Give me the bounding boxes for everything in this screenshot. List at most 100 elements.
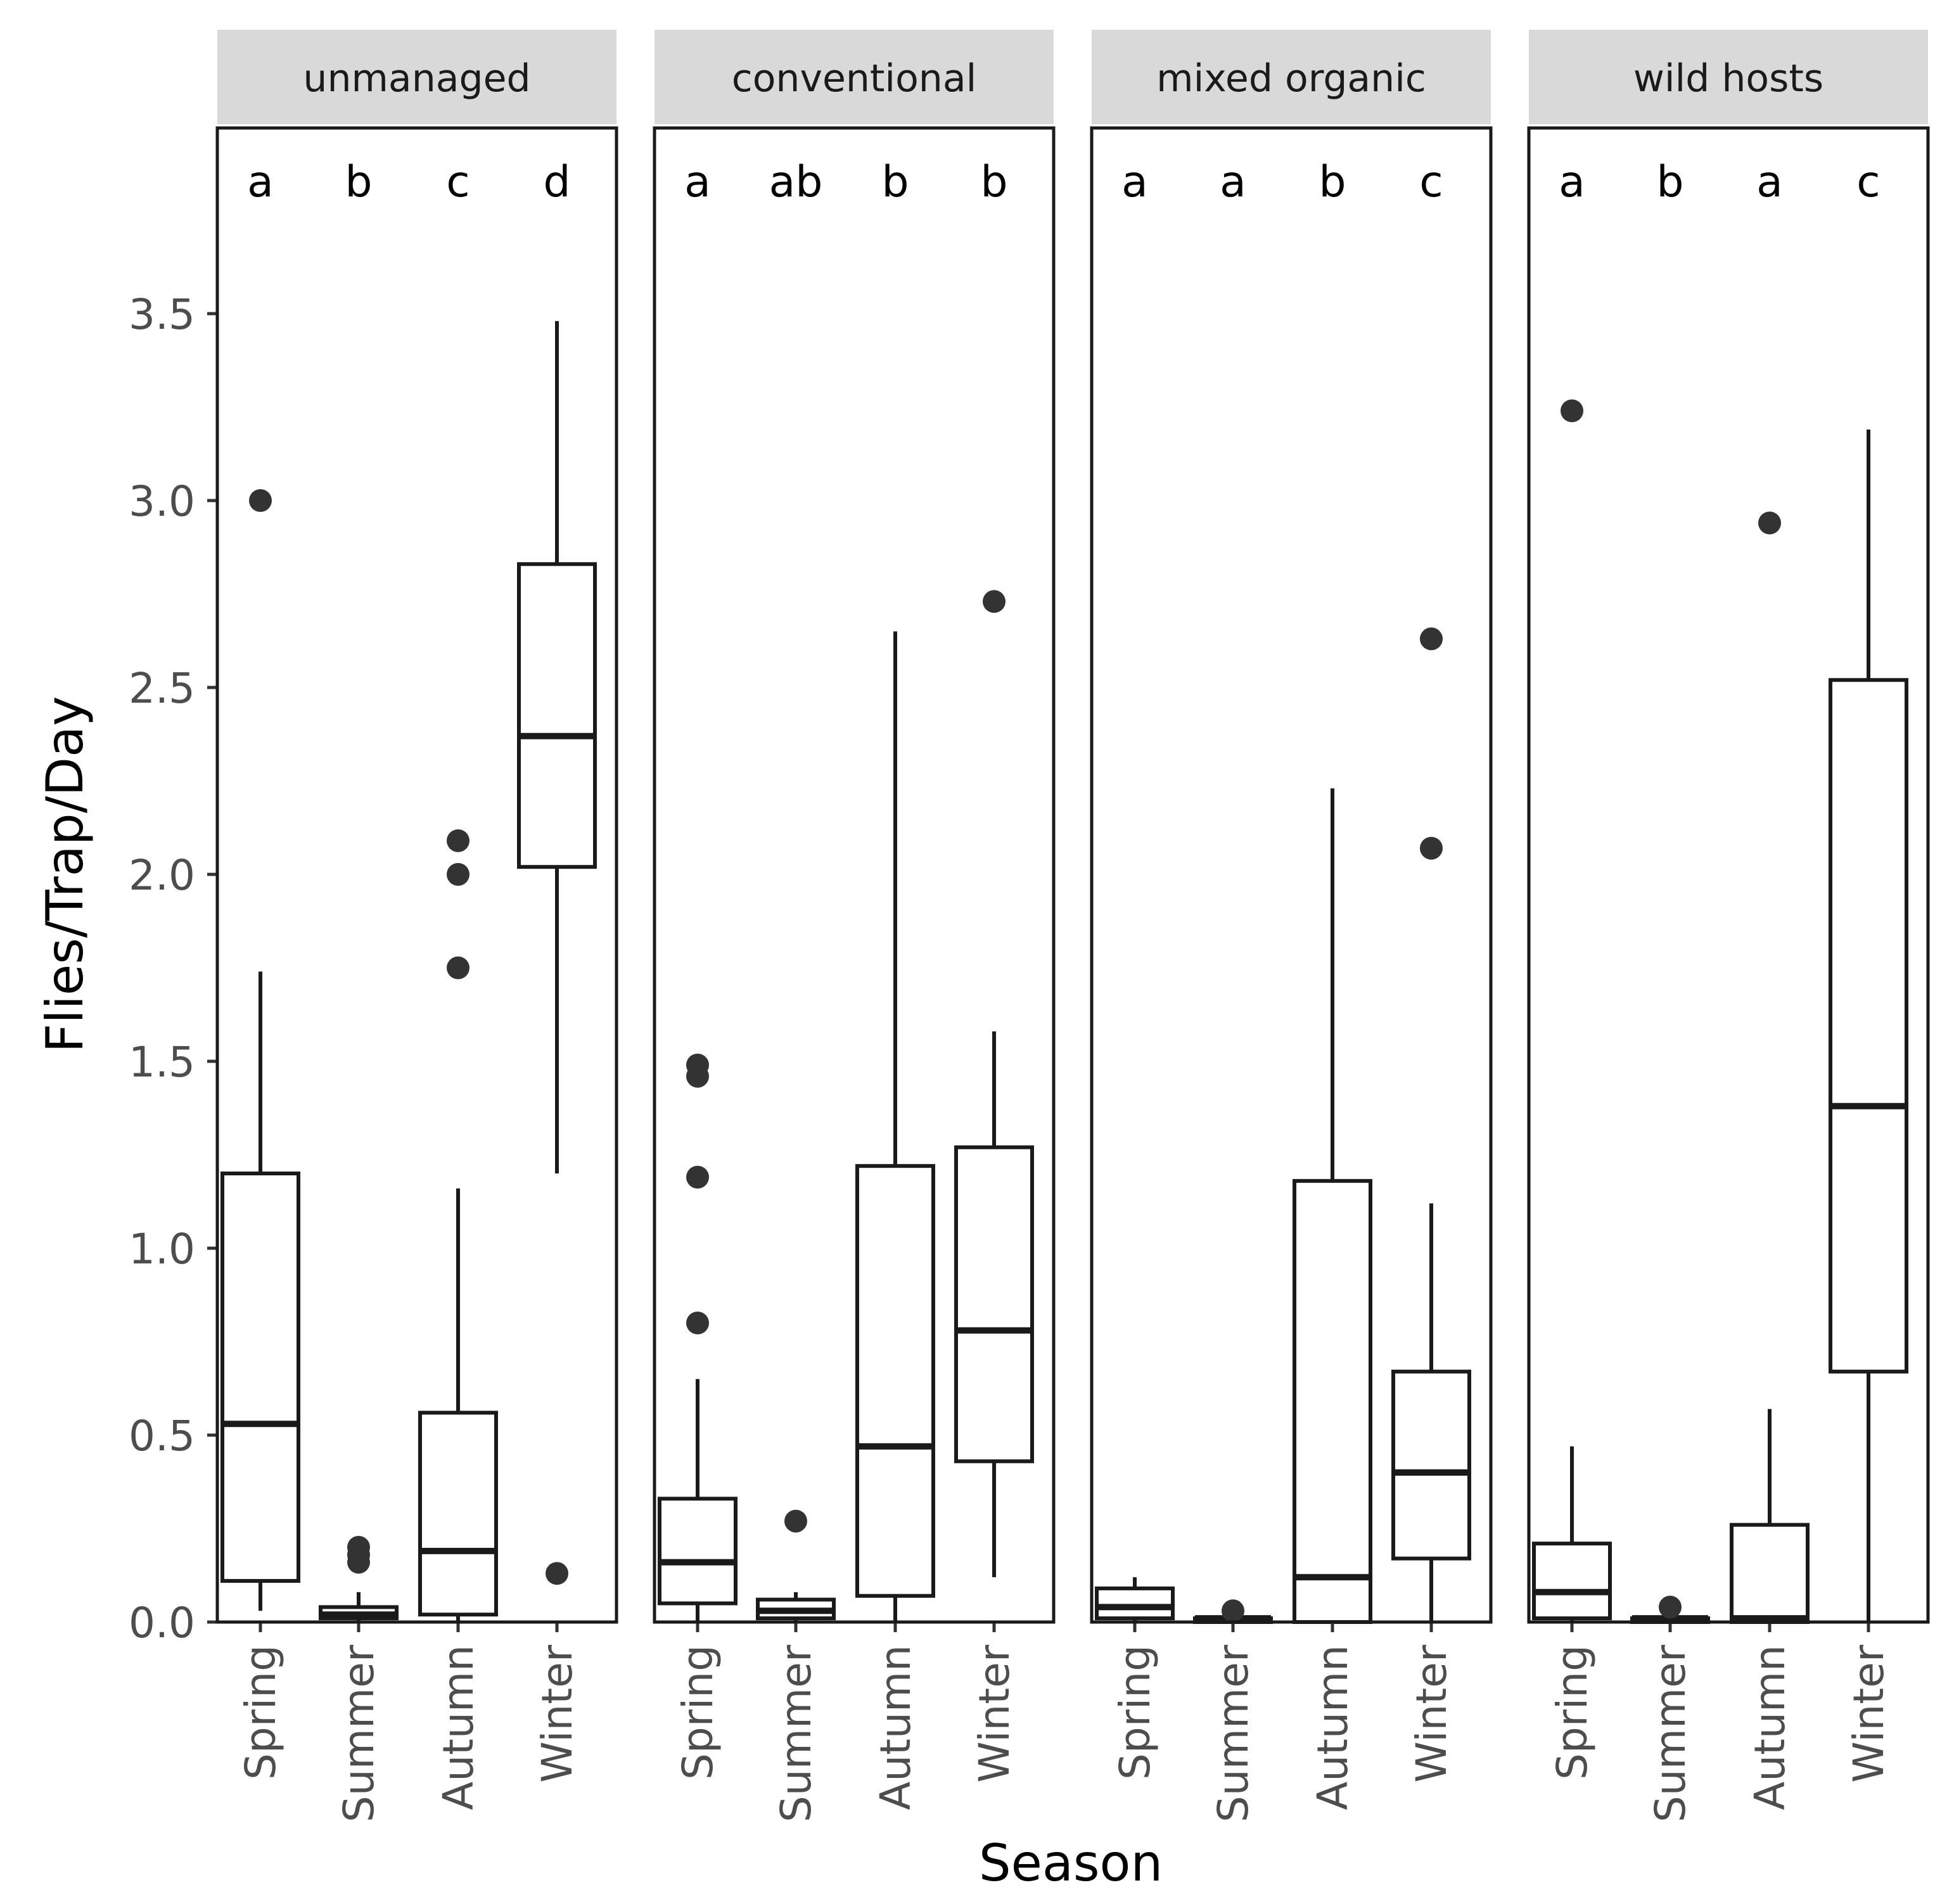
panel-border [215,126,618,1624]
facet-strip-label: wild hosts [1633,56,1823,101]
x-tick-label: Spring [1111,1645,1159,1780]
significance-letter: a [247,157,274,207]
significance-letter: b [881,157,909,207]
box-autumn [855,631,935,1622]
x-tick-label: Winter [970,1644,1019,1782]
box-iqr [220,1172,300,1583]
y-tick-label: 0.0 [129,1599,195,1647]
box-iqr [1391,1369,1471,1561]
y-tick-label: 2.5 [129,664,195,713]
facet-panel: unmanaged a Spring b Summer c Autumn d Winter [215,30,618,1822]
significance-letter: c [1856,157,1880,207]
x-tick-label: Winter [533,1644,582,1782]
outlier-point [447,956,469,980]
outlier-point [447,829,469,852]
outlier-point [784,1509,807,1533]
x-tick-label: Summer [1646,1644,1695,1822]
box-spring [1095,1577,1175,1622]
outlier-point [447,863,469,886]
facet-strip [217,30,616,124]
y-tick-label: 3.0 [129,477,195,526]
x-axis-title: Season [979,1834,1163,1893]
facet-panel: conventional a Spring ab Summer b Autumn b Winte… [653,30,1056,1822]
panel-border [653,126,1056,1624]
x-tick-label: Winter [1844,1644,1893,1782]
outlier-point [1561,399,1583,423]
box-winter [1829,429,1908,1622]
box-summer [319,1536,399,1622]
facet-strip [655,30,1054,124]
box-iqr [1293,1179,1372,1625]
y-tick-label: 0.5 [129,1412,195,1460]
y-tick-label: 1.0 [129,1225,195,1274]
significance-letter: b [1319,157,1346,207]
outlier-point [249,489,272,512]
box-iqr [855,1164,935,1598]
box-spring [1532,399,1612,1622]
x-tick-label: Autumn [1746,1645,1794,1810]
significance-letter: b [345,157,372,207]
outlier-point [546,1562,568,1585]
x-tick-label: Summer [1209,1644,1258,1822]
box-iqr [1829,678,1908,1374]
panel-border [1527,126,1930,1624]
x-tick-label: Autumn [871,1645,920,1810]
facet-strip-label: conventional [732,56,977,101]
x-tick-label: Summer [335,1644,383,1822]
box-iqr [1730,1523,1810,1625]
x-tick-label: Autumn [1308,1645,1357,1810]
facet-strip [1092,30,1491,124]
x-tick-label: Spring [236,1645,285,1780]
facet-panel: mixed organic a Spring a Summer b Autumn c Winte… [1090,30,1493,1822]
outlier-point [1758,511,1781,535]
significance-letter: ab [769,157,823,207]
facet-strip [1529,30,1928,124]
x-tick-label: Winter [1407,1644,1456,1782]
outlier-point [983,590,1006,613]
box-spring [658,1053,738,1622]
significance-letter: a [1559,157,1585,207]
box-summer [1193,1599,1273,1625]
box-autumn [1293,788,1372,1625]
box-iqr [1532,1542,1612,1621]
facet-strip-label: mixed organic [1156,56,1426,101]
box-winter [954,590,1034,1578]
significance-letter: a [1756,157,1783,207]
y-axis-title: Flies/Trap/Day [35,696,94,1052]
facet-strip-label: unmanaged [303,56,530,101]
box-iqr [658,1497,738,1606]
significance-letter: a [684,157,711,207]
x-tick-label: Spring [674,1645,722,1780]
significance-letter: b [1656,157,1683,207]
significance-letter: a [1121,157,1148,207]
panel-border [1090,126,1493,1624]
significance-letter: c [1419,157,1443,207]
facet-panel: wild hosts a Spring b Summer a Autumn c Winter [1527,30,1930,1822]
box-iqr [418,1410,498,1617]
box-iqr [517,562,597,869]
box-spring [220,489,300,1611]
significance-letter: a [1220,157,1246,207]
outlier-point [1420,627,1443,651]
x-tick-label: Autumn [434,1645,483,1810]
box-iqr [1095,1586,1175,1621]
significance-letter: d [543,157,570,207]
significance-letter: b [980,157,1007,207]
box-autumn [418,829,498,1622]
outlier-point [686,1053,709,1077]
outlier-point [1222,1599,1244,1623]
box-summer [756,1509,836,1622]
significance-letter: c [446,157,469,207]
box-winter [1391,627,1471,1622]
x-tick-label: Spring [1548,1645,1597,1780]
outlier-point [1659,1595,1682,1619]
box-winter [517,321,597,1585]
box-autumn [1730,511,1810,1625]
outlier-point [686,1165,709,1189]
outlier-point [1420,836,1443,860]
y-tick-label: 3.5 [129,290,195,339]
box-iqr [954,1145,1034,1464]
outlier-point [347,1536,370,1559]
y-tick-label: 1.5 [129,1038,195,1087]
